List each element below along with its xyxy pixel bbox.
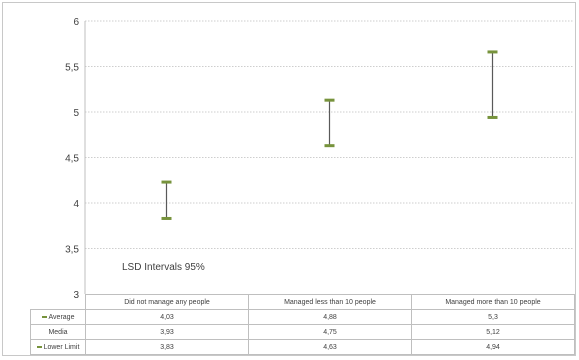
table-cell: 4,75 xyxy=(248,324,412,340)
table-row: Media 3,93 4,75 5,12 xyxy=(30,324,575,340)
series-label-cell: Lower Limit xyxy=(30,339,86,355)
y-tick-label: 4 xyxy=(73,199,79,210)
series-label-cell: Media xyxy=(30,324,86,340)
category-label: Did not manage any people xyxy=(85,294,249,310)
table-row: Lower Limit 3,83 4,63 4,94 xyxy=(30,339,575,355)
series-label-cell: Average xyxy=(30,309,86,325)
table-cell: 4,03 xyxy=(85,309,249,325)
series-label: Media xyxy=(48,328,68,336)
table-header-row: Did not manage any people Managed less t… xyxy=(30,294,575,310)
category-label: Managed less than 10 people xyxy=(248,294,412,310)
series-label: Lower Limit xyxy=(43,343,80,351)
y-tick-label: 3,5 xyxy=(65,245,79,256)
y-tick-label: 6 xyxy=(73,17,79,28)
data-table: Did not manage any people Managed less t… xyxy=(30,294,575,355)
legend-key-icon xyxy=(41,315,47,318)
table-cell: 3,93 xyxy=(85,324,249,340)
table-cell: 5,3 xyxy=(411,309,575,325)
table-row: Average 4,03 4,88 5,3 xyxy=(30,309,575,325)
table-cell: 3,83 xyxy=(85,339,249,355)
chart-annotation: LSD Intervals 95% xyxy=(122,262,205,273)
table-cell: 4,63 xyxy=(248,339,412,355)
table-cell: 5,12 xyxy=(411,324,575,340)
y-tick-label: 4,5 xyxy=(65,154,79,165)
table-corner-cell xyxy=(30,294,86,310)
y-tick-label: 5 xyxy=(73,108,79,119)
category-label: Managed more than 10 people xyxy=(411,294,575,310)
y-tick-label: 5,5 xyxy=(65,63,79,74)
table-cell: 4,94 xyxy=(411,339,575,355)
legend-key-icon xyxy=(36,345,42,348)
series-label: Average xyxy=(48,313,75,321)
table-cell: 4,88 xyxy=(248,309,412,325)
